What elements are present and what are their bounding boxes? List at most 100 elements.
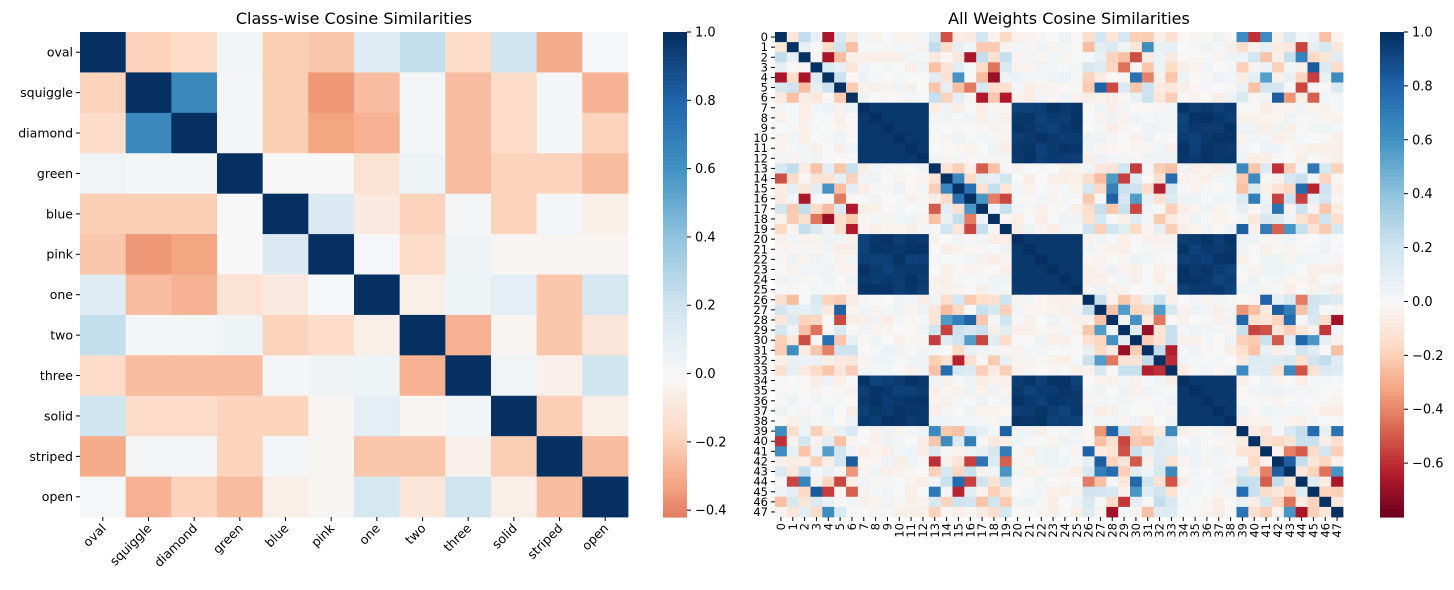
chart1-cell-2-4 bbox=[262, 112, 309, 154]
chart2-cell-44-31 bbox=[1141, 476, 1155, 488]
chart2-cell-27-22 bbox=[1035, 304, 1048, 316]
chart2-cell-8-11 bbox=[905, 112, 918, 124]
chart2-cell-34-31 bbox=[1141, 375, 1155, 387]
chart2-cell-30-42 bbox=[1272, 335, 1285, 346]
chart2-cell-21-28 bbox=[1106, 244, 1119, 255]
chart1-cell-3-0 bbox=[80, 153, 127, 195]
chart2-cell-25-12 bbox=[917, 284, 930, 296]
chart2-cell-17-4 bbox=[822, 203, 835, 215]
chart1-colorbar-step bbox=[663, 496, 687, 502]
chart2-cell-12-37 bbox=[1212, 153, 1226, 164]
chart1-colorbar-step bbox=[663, 205, 687, 211]
chart2-cell-7-28 bbox=[1106, 102, 1119, 114]
chart2-colorbar-step bbox=[1380, 60, 1404, 65]
chart2-cell-25-43 bbox=[1283, 284, 1297, 296]
chart2-cell-35-46 bbox=[1319, 385, 1332, 397]
chart2-cell-11-24 bbox=[1059, 143, 1072, 154]
chart2-cell-11-18 bbox=[988, 143, 1001, 154]
chart2-cell-10-4 bbox=[822, 133, 835, 144]
chart2-cell-40-47 bbox=[1331, 436, 1344, 447]
chart2-cell-36-11 bbox=[905, 395, 918, 407]
chart2-cell-2-32 bbox=[1153, 52, 1166, 63]
chart2-cell-3-32 bbox=[1153, 62, 1166, 73]
chart2-cell-17-24 bbox=[1059, 203, 1072, 215]
chart2-cell-12-42 bbox=[1272, 153, 1285, 164]
chart1-colorbar-step bbox=[663, 500, 687, 506]
chart2-cell-40-21 bbox=[1023, 436, 1036, 447]
chart2-col-label: 39 bbox=[1235, 523, 1249, 538]
chart2-cell-19-27 bbox=[1094, 223, 1107, 235]
chart2-cell-20-0 bbox=[775, 234, 788, 245]
chart2-cell-28-4 bbox=[822, 314, 835, 326]
chart2-cell-13-22 bbox=[1035, 163, 1048, 174]
chart2-cell-13-17 bbox=[976, 163, 989, 174]
chart2-cell-12-32 bbox=[1153, 153, 1166, 164]
chart2-cell-43-1 bbox=[786, 466, 800, 477]
chart1-cell-4-6 bbox=[354, 193, 401, 235]
chart2-cell-9-4 bbox=[822, 122, 835, 134]
chart2-cell-14-34 bbox=[1177, 173, 1190, 184]
chart2-cell-34-20 bbox=[1011, 375, 1024, 387]
chart2-colorbar-step bbox=[1380, 84, 1404, 90]
chart2-cell-7-35 bbox=[1189, 102, 1202, 114]
chart2-cell-21-39 bbox=[1236, 244, 1249, 255]
chart2-cell-16-42 bbox=[1272, 193, 1285, 205]
chart2-cell-26-23 bbox=[1047, 294, 1060, 306]
chart2-cell-16-40 bbox=[1248, 193, 1261, 205]
chart2-row-label: 29 bbox=[753, 323, 768, 337]
chart2-cell-36-1 bbox=[786, 395, 800, 407]
chart2-cell-15-19 bbox=[999, 183, 1013, 195]
chart2-cell-35-29 bbox=[1118, 385, 1131, 397]
chart2-row-label: 15 bbox=[753, 182, 768, 196]
chart2-cell-7-38 bbox=[1224, 102, 1237, 114]
chart2-cell-44-1 bbox=[786, 476, 800, 488]
chart2-cell-12-36 bbox=[1201, 153, 1214, 164]
chart2-cell-46-41 bbox=[1260, 496, 1273, 508]
chart2-cell-5-26 bbox=[1082, 82, 1095, 94]
chart2-colorbar-step bbox=[1380, 193, 1404, 199]
chart2-cell-19-40 bbox=[1248, 223, 1261, 235]
chart2-cell-17-1 bbox=[786, 203, 800, 215]
chart1-cell-9-6 bbox=[354, 395, 401, 437]
chart2-cell-30-3 bbox=[810, 335, 823, 346]
chart2-colorbar-step bbox=[1380, 339, 1404, 344]
chart2-cell-5-13 bbox=[928, 82, 942, 94]
chart2-cell-17-6 bbox=[846, 203, 859, 215]
chart2-cell-41-21 bbox=[1023, 446, 1036, 457]
chart2-cell-0-17 bbox=[976, 32, 989, 43]
chart2-cell-23-4 bbox=[822, 264, 835, 275]
chart2-cell-43-24 bbox=[1059, 466, 1072, 477]
chart2-cell-46-4 bbox=[822, 496, 835, 508]
chart2-cell-31-46 bbox=[1319, 345, 1332, 356]
chart2-row-label: 44 bbox=[753, 475, 768, 489]
chart2-cell-12-23 bbox=[1047, 153, 1060, 164]
chart2-cell-16-8 bbox=[869, 193, 882, 205]
chart2-cell-41-30 bbox=[1130, 446, 1143, 457]
chart2-cell-35-45 bbox=[1307, 385, 1320, 397]
chart2-cell-4-15 bbox=[952, 72, 965, 83]
chart2-cell-1-27 bbox=[1094, 42, 1107, 53]
chart2-cell-5-11 bbox=[905, 82, 918, 94]
chart2-cell-7-4 bbox=[822, 102, 835, 114]
chart2-cell-47-47 bbox=[1331, 506, 1344, 518]
chart2-cell-37-30 bbox=[1130, 405, 1143, 417]
chart2-cell-10-40 bbox=[1248, 133, 1261, 144]
chart2-cell-38-15 bbox=[952, 415, 965, 427]
chart2-cell-14-16 bbox=[964, 173, 977, 184]
chart2-col-label: 3 bbox=[809, 523, 823, 530]
chart2-cell-19-12 bbox=[917, 223, 930, 235]
chart2-cell-9-31 bbox=[1141, 122, 1155, 134]
chart2-cell-47-13 bbox=[928, 506, 942, 518]
chart2-cell-21-4 bbox=[822, 244, 835, 255]
chart2-cell-39-3 bbox=[810, 426, 823, 437]
chart2-cell-14-28 bbox=[1106, 173, 1119, 184]
chart2-cell-38-17 bbox=[976, 415, 989, 427]
chart2-colorbar-step bbox=[1380, 137, 1404, 142]
chart2-colorbar-step bbox=[1380, 32, 1404, 37]
chart2-cell-38-10 bbox=[893, 415, 906, 427]
chart2-cell-15-36 bbox=[1201, 183, 1214, 195]
chart1-colorbar-step bbox=[663, 472, 687, 478]
chart2-cell-8-5 bbox=[834, 112, 847, 124]
chart2-cell-37-10 bbox=[893, 405, 906, 417]
chart2-cell-45-17 bbox=[976, 486, 989, 498]
